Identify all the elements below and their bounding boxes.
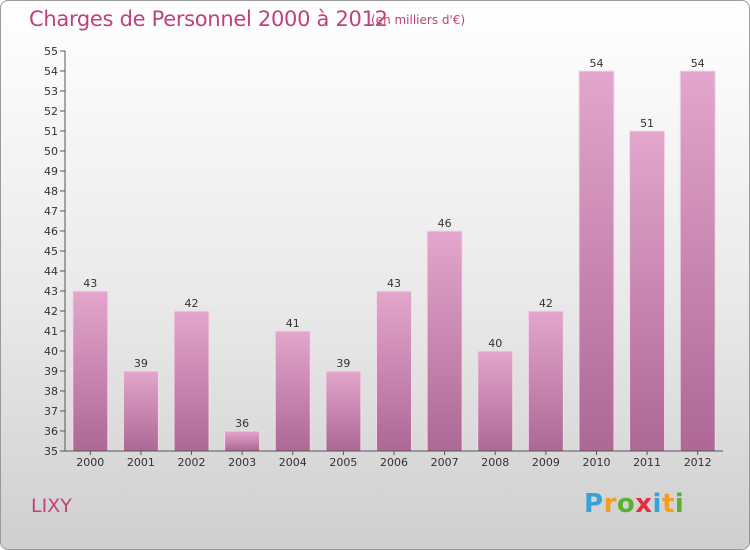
y-axis: 35 36 37 38 39 40 41 42 43 44 45 46 47 48 49 50 51 52 53 54… — [44, 45, 66, 458]
x-tick-label: 2008 — [481, 456, 509, 469]
y-tick-label: 48 — [44, 185, 58, 198]
y-tick-label: 35 — [44, 445, 58, 458]
bar — [679, 70, 716, 452]
bar-value-label: 42 — [539, 297, 553, 310]
y-tick-label: 53 — [44, 85, 58, 98]
bar — [426, 230, 463, 452]
y-tick-label: 54 — [44, 65, 58, 78]
y-tick-label: 52 — [44, 105, 58, 118]
y-tick-label: 41 — [44, 325, 58, 338]
y-tick-label: 40 — [44, 345, 58, 358]
bar — [72, 290, 109, 452]
bar — [376, 290, 412, 452]
bars: 43 39 42 36 41 39 43 46 40 42 54 51 54 — [72, 57, 716, 452]
bar-value-label: 43 — [83, 277, 97, 290]
x-axis: 2000 2001 2002 2003 2004 2005 2006 2007 2008 2009… — [65, 450, 723, 469]
x-tick-label: 2007 — [431, 456, 459, 469]
bar — [527, 310, 564, 452]
y-tick-label: 50 — [44, 145, 58, 158]
y-tick-label: 47 — [44, 205, 58, 218]
y-tick-label: 37 — [44, 405, 58, 418]
bar — [224, 430, 261, 452]
x-tick-label: 2012 — [684, 456, 712, 469]
bar-value-label: 40 — [488, 337, 502, 350]
logo-letter: r — [603, 489, 617, 519]
bar — [629, 130, 666, 452]
y-tick-label: 45 — [44, 245, 58, 258]
logo-letter: o — [616, 489, 636, 519]
y-tick-label: 36 — [44, 425, 58, 438]
bar — [173, 310, 210, 452]
x-tick-label: 2004 — [279, 456, 307, 469]
bar-value-label: 41 — [286, 317, 300, 330]
x-tick-label: 2011 — [633, 456, 661, 469]
bar-value-label: 51 — [640, 117, 654, 130]
x-tick-label: 2006 — [380, 456, 408, 469]
bar-value-label: 42 — [185, 297, 199, 310]
x-tick-label: 2002 — [178, 456, 206, 469]
logo-letter: x — [635, 489, 653, 519]
bar-value-label: 46 — [438, 217, 452, 230]
logo-letter: i — [652, 489, 662, 519]
y-tick-label: 46 — [44, 225, 58, 238]
bar — [578, 70, 615, 452]
y-tick-label: 43 — [44, 285, 58, 298]
y-tick-label: 55 — [44, 45, 58, 58]
logo-letter: i — [674, 489, 685, 519]
x-tick-label: 2003 — [228, 456, 256, 469]
x-tick-label: 2009 — [532, 456, 560, 469]
bar — [122, 370, 159, 452]
logo-letter: t — [661, 489, 675, 519]
bar — [274, 330, 311, 452]
bar-value-label: 54 — [691, 57, 705, 70]
chart-title: Charges de Personnel 2000 à 2012 — [29, 7, 388, 31]
chart-subtitle: (en milliers d'€) — [371, 13, 466, 27]
bar-value-label: 43 — [387, 277, 401, 290]
logo-letter: P — [584, 489, 604, 519]
y-tick-label: 38 — [44, 385, 58, 398]
bar — [325, 370, 362, 452]
bar-value-label: 36 — [235, 417, 249, 430]
bar-value-label: 39 — [134, 357, 148, 370]
proxiti-logo: Proxiti — [584, 489, 684, 519]
y-tick-label: 42 — [44, 305, 58, 318]
y-tick-label: 39 — [44, 365, 58, 378]
y-tick-label: 49 — [44, 165, 58, 178]
x-tick-label: 2005 — [329, 456, 357, 469]
y-tick-label: 51 — [44, 125, 58, 138]
bar-value-label: 54 — [589, 57, 603, 70]
x-tick-label: 2001 — [127, 456, 155, 469]
y-tick-label: 44 — [44, 265, 58, 278]
bar — [477, 350, 514, 452]
x-tick-label: 2010 — [582, 456, 610, 469]
commune-name: LIXY — [31, 495, 72, 517]
bar-value-label: 39 — [336, 357, 350, 370]
x-tick-label: 2000 — [76, 456, 104, 469]
